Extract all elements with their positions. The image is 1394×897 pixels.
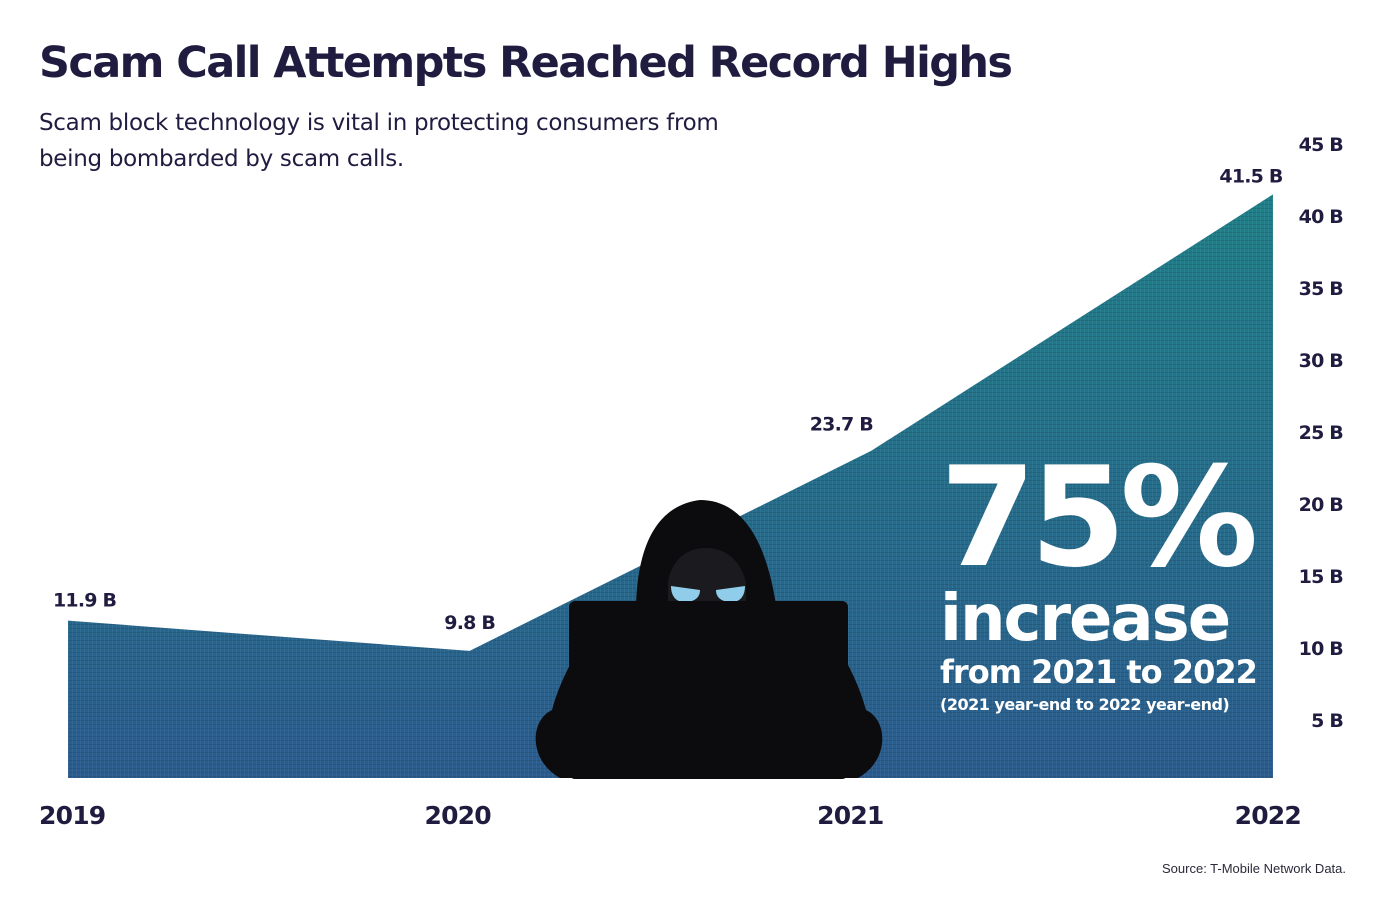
data-label-2021: 23.7 B [810,414,873,436]
y-tick-40: 40 B [1299,206,1344,228]
data-label-2019: 11.9 B [53,590,116,612]
laptop-back [569,601,848,779]
increase-callout: 75% increase from 2021 to 2022 (2021 yea… [940,437,1258,716]
y-tick-25: 25 B [1299,422,1344,444]
x-tick-2020: 2020 [424,801,491,830]
data-label-2020: 9.8 B [444,612,495,634]
y-tick-45: 45 B [1299,134,1344,156]
callout-period: from 2021 to 2022 [940,653,1258,691]
chart-title: Scam Call Attempts Reached Record Highs [39,38,1013,88]
y-tick-10: 10 B [1299,638,1344,660]
area-texture [68,194,1273,778]
hacker-eye-right [716,586,745,602]
callout-note: (2021 year-end to 2022 year-end) [940,695,1230,714]
y-tick-5: 5 B [1311,710,1343,732]
y-tick-35: 35 B [1299,278,1344,300]
x-tick-2022: 2022 [1235,801,1301,830]
y-tick-15: 15 B [1299,566,1344,588]
data-label-2022: 41.5 B [1219,165,1282,187]
y-tick-30: 30 B [1299,350,1344,372]
callout-percentage: 75% [940,437,1258,598]
hacker-eye-left [671,586,700,602]
hooded-hacker-illustration [535,500,883,779]
x-tick-2021: 2021 [817,801,883,830]
y-tick-20: 20 B [1299,494,1344,516]
x-tick-2019: 2019 [39,801,105,830]
callout-increase-label: increase [940,582,1231,656]
source-note: Source: T-Mobile Network Data. [1162,861,1346,876]
chart-subtitle: Scam block technology is vital in protec… [39,110,719,172]
